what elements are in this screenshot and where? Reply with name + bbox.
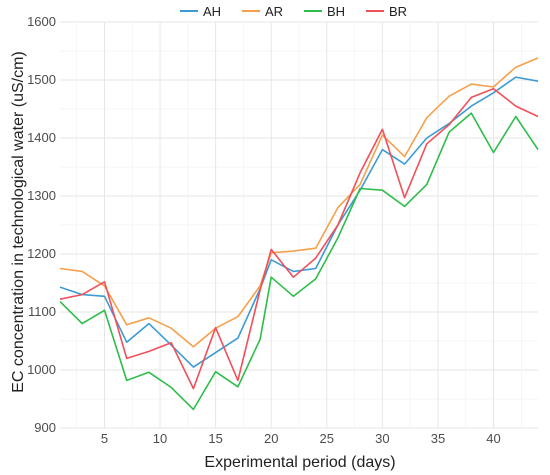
x-axis-title: Experimental period (days)	[204, 454, 395, 471]
gridlines	[60, 21, 538, 429]
y-tick-label: 1400	[27, 130, 56, 145]
series-line-ar	[59, 57, 539, 348]
x-tick-label: 40	[486, 431, 500, 446]
x-tick-label: 25	[320, 431, 334, 446]
y-tick-labels: 900 1000 1100 1200 1300 1400 1500 1600	[27, 14, 56, 435]
series-line-ah	[59, 76, 539, 368]
series-line-br	[59, 87, 539, 390]
legend-label-br: BR	[389, 4, 407, 19]
series-line-bh	[59, 112, 539, 411]
y-axis-title: EC concentration in technological water …	[10, 51, 27, 393]
y-tick-label: 1500	[27, 72, 56, 87]
x-tick-label: 10	[153, 431, 167, 446]
x-tick-label: 35	[431, 431, 445, 446]
legend-label-ar: AR	[265, 4, 283, 19]
y-tick-label: 1600	[27, 14, 56, 29]
series-lines	[59, 57, 539, 411]
y-tick-label: 1000	[27, 362, 56, 377]
x-tick-label: 30	[375, 431, 389, 446]
x-tick-label: 5	[101, 431, 108, 446]
y-tick-label: 1300	[27, 188, 56, 203]
x-tick-labels: 5 10 15 20 25 30 35 40	[101, 431, 501, 446]
legend-label-ah: AH	[203, 4, 221, 19]
y-tick-label: 1100	[28, 304, 56, 319]
legend-label-bh: BH	[327, 4, 345, 19]
y-tick-label: 1200	[27, 246, 56, 261]
x-tick-label: 20	[264, 431, 278, 446]
legend: AH AR BH BR	[180, 4, 407, 19]
x-tick-label: 15	[208, 431, 222, 446]
y-tick-label: 900	[34, 420, 56, 435]
